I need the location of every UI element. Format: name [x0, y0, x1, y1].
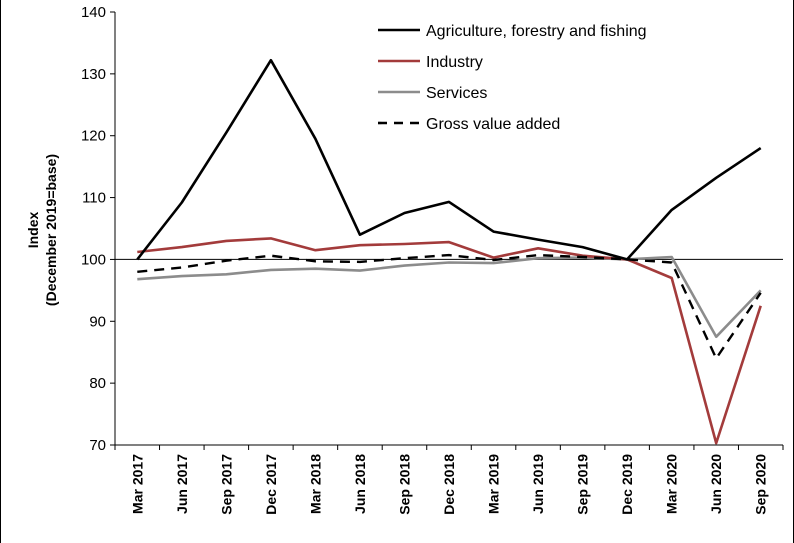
y-tick-label: 120 [81, 128, 106, 145]
y-axis-title: Index (December 2019=base) [25, 154, 59, 306]
x-tick-label: Sep 2018 [396, 454, 412, 515]
y-tick-label: 90 [89, 313, 106, 330]
x-tick-label: Sep 2017 [218, 454, 234, 515]
x-tick-label: Mar 2019 [486, 454, 502, 514]
y-tick-label: 70 [89, 437, 106, 454]
y-tick-label: 110 [82, 190, 106, 207]
y-tick-label: 100 [81, 251, 106, 268]
x-tick-label: Dec 2017 [263, 454, 279, 515]
series-line-agriculture-forestry-and-fishing [136, 58, 762, 261]
legend-label: Agriculture, forestry and fishing [426, 23, 647, 40]
x-tick-label: Jun 2020 [708, 454, 724, 514]
y-tick-label: 130 [81, 66, 106, 83]
x-tick-label: Jun 2017 [174, 454, 190, 514]
series-line-services [137, 255, 762, 339]
x-tick-label: Jun 2019 [530, 454, 546, 514]
x-tick-label: Mar 2017 [129, 454, 145, 514]
y-axis-title-line1: Index [25, 212, 41, 249]
legend-label: Industry [426, 54, 483, 71]
x-tick-label: Mar 2020 [664, 454, 680, 514]
series-line-industry [137, 237, 762, 445]
x-tick-label: Dec 2019 [619, 454, 635, 515]
series-line-gross-value-added [137, 253, 762, 360]
y-tick-label: 80 [89, 375, 106, 392]
x-tick-label: Jun 2018 [352, 454, 368, 514]
legend-label: Services [426, 85, 487, 102]
legend-label: Gross value added [426, 116, 560, 133]
x-tick-label: Sep 2020 [753, 454, 769, 515]
x-tick-label: Dec 2018 [441, 454, 457, 515]
x-tick-label: Mar 2018 [307, 454, 323, 514]
y-axis-title-line2: (December 2019=base) [43, 154, 59, 306]
y-tick-label: 140 [81, 4, 106, 21]
x-tick-label: Sep 2019 [575, 454, 591, 515]
